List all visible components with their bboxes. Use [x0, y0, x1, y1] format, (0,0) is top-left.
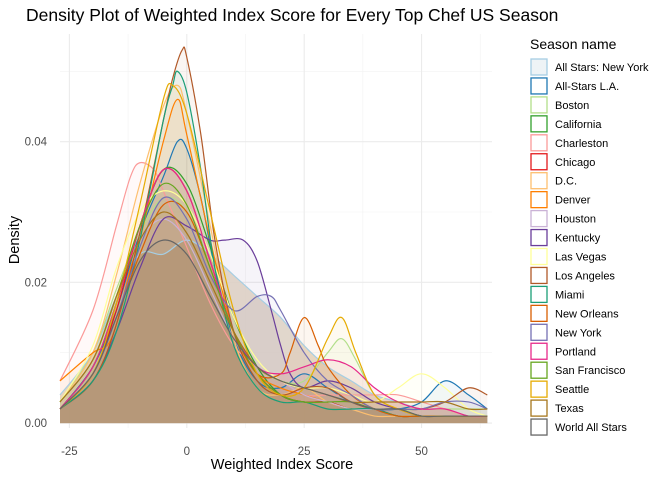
legend-key — [530, 228, 548, 247]
legend-key — [530, 399, 548, 417]
legend-label: Charleston — [555, 138, 608, 150]
legend-label: Seattle — [555, 384, 589, 396]
density-fill-5 — [60, 168, 488, 424]
density-fill-6 — [60, 85, 488, 424]
y-tick-label: 0.02 — [25, 277, 47, 289]
density-line-17 — [59, 82, 488, 418]
legend-key — [530, 190, 548, 209]
legend-key — [530, 172, 548, 190]
legend-key — [530, 361, 548, 379]
x-tick-label: 0 — [184, 446, 190, 458]
legend-key — [530, 285, 548, 304]
legend-key — [530, 380, 548, 398]
legend-label: San Francisco — [555, 365, 625, 377]
density-fill-19 — [60, 239, 488, 424]
legend-key — [530, 115, 548, 133]
legend-label: All-Stars L.A. — [555, 81, 619, 93]
density-fill-8 — [60, 219, 488, 424]
legend-key — [530, 134, 548, 152]
legend-label: California — [555, 119, 602, 131]
legend-label: New York — [555, 327, 602, 339]
legend-key — [530, 247, 548, 266]
legend-label: Las Vegas — [555, 252, 607, 264]
legend-label: All Stars: New York — [555, 62, 649, 74]
legend-label: Kentucky — [555, 233, 601, 245]
density-fill-18 — [60, 211, 488, 424]
density-fill-12 — [60, 71, 488, 424]
x-axis-title: Weighted Index Score — [211, 457, 353, 473]
density-fill-15 — [60, 168, 488, 424]
density-fill-4 — [60, 162, 488, 424]
density-fill-7 — [60, 99, 488, 424]
legend-label: D.C. — [555, 176, 577, 188]
chart-title: Density Plot of Weighted Index Score for… — [26, 5, 558, 25]
legend-key — [530, 304, 548, 323]
legend-key — [530, 209, 548, 228]
y-axis-ticks: 0.00 0.02 0.04 — [25, 137, 48, 430]
legend-label: Miami — [555, 289, 584, 301]
legend-key — [530, 77, 548, 95]
x-axis-ticks: -25 0 25 50 — [61, 446, 428, 458]
density-fill-0 — [60, 240, 488, 424]
legend-key — [530, 418, 548, 436]
legend-label: World All Stars — [555, 422, 627, 434]
legend-label: Chicago — [555, 157, 595, 169]
legend-key — [530, 323, 548, 341]
density-fill-13 — [60, 201, 488, 424]
plot-area — [59, 46, 488, 424]
legend-label: Los Angeles — [555, 270, 615, 282]
legend-label: New Orleans — [555, 308, 619, 320]
density-line-13 — [59, 200, 488, 418]
legend-key — [530, 266, 548, 285]
legend-label: Texas — [555, 403, 584, 415]
y-axis-title: Density — [7, 215, 23, 264]
legend-key — [530, 96, 548, 114]
density-fill-3 — [60, 167, 488, 424]
density-line-14 — [59, 196, 488, 411]
legend-key — [530, 153, 548, 171]
legend-title: Season name — [530, 36, 617, 52]
density-fill-2 — [60, 196, 488, 424]
legend-key — [530, 58, 548, 76]
legend-label: Houston — [555, 214, 596, 226]
density-line-19 — [59, 239, 488, 418]
legend-label: Portland — [555, 346, 596, 358]
density-fill-11 — [60, 47, 488, 424]
legend: Season name All Stars: New York All-Stars… — [530, 36, 649, 436]
density-fill-1 — [60, 139, 488, 424]
legend-key — [530, 342, 548, 360]
density-fill-10 — [60, 190, 488, 424]
x-tick-label: 50 — [415, 446, 428, 458]
legend-label: Boston — [555, 100, 589, 112]
x-tick-label: -25 — [61, 446, 78, 458]
y-tick-label: 0.04 — [25, 137, 48, 149]
legend-label: Denver — [555, 195, 591, 207]
density-fill-16 — [60, 183, 488, 424]
x-tick-label: 25 — [298, 446, 311, 458]
y-tick-label: 0.00 — [25, 418, 47, 430]
